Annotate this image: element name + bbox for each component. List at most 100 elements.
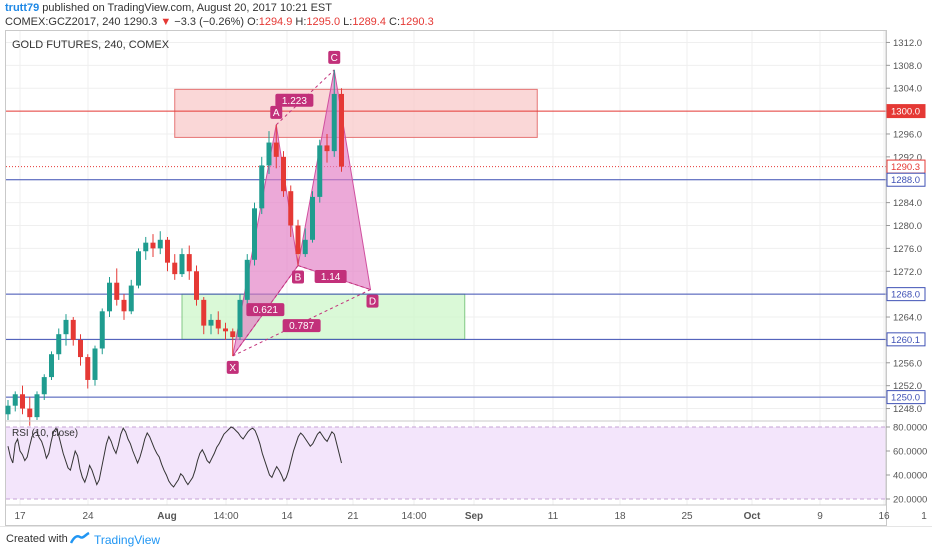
candle-body [107,282,112,312]
rsi-band [6,427,886,499]
candle-body [186,254,192,272]
candle-body [121,299,127,312]
pattern-point-badge [226,360,239,374]
price-tick-label: 1296.0 [893,129,922,140]
price-tick-label: 1272.0 [893,267,922,278]
pattern-point-label: D [369,297,376,308]
time-tick-label: 25 [681,511,693,522]
close-value: 1290.3 [400,16,434,28]
time-tick-label: Sep [465,511,483,522]
candle-body [70,319,76,340]
candle-body [223,328,228,332]
candle-body [85,357,91,380]
price-axis: 1312.0 1308.0 1304.0 1300.0 1296.0 1292.0 1288… [885,31,927,506]
pattern-ratio-badge [282,319,321,333]
time-tick-label: 11 [548,511,559,522]
rsi-title: RSI (10, close) [12,428,78,439]
candle-body [310,196,315,240]
price-label: 1288.0 [891,175,920,186]
high-value: 1295.0 [306,16,341,28]
price-label-badge [886,172,926,187]
candle-body [128,285,134,312]
time-tick-label: 16 [878,511,890,522]
candle-body [273,142,279,157]
price-tick-label: 1248.0 [893,404,922,415]
pattern-point-badge [270,105,283,119]
tradingview-brand[interactable]: TradingView [94,533,161,547]
candle-body [92,348,98,380]
chart-header: trutt79 published on TradingView.com, Au… [0,0,932,30]
pattern-ratio-label: 1.223 [282,96,307,107]
price-chart[interactable]: X A B C D 1.223 0.621 0.787 1.14 1312.0 1308.0 130… [0,0,932,526]
price-tick-label: 1252.0 [893,381,922,392]
pattern-point-badge [292,270,304,284]
low-label: L: [343,16,353,28]
candle-body [324,145,330,152]
price-tick-label: 1312.0 [893,38,922,49]
candle-body [259,165,265,209]
candle-body [339,93,344,167]
candle-body [20,394,25,409]
rsi-tick-label: 40.0000 [893,471,927,482]
time-tick-label: Aug [157,511,176,522]
time-tick-label: 14:00 [213,511,238,522]
candle-body [295,225,301,255]
symbol-text: COMEX:GCZ2017, 240 [5,16,121,28]
price-label-badge [886,287,926,302]
close-label: C: [389,16,401,28]
open-label: O: [247,16,259,28]
open-value: 1294.9 [258,16,293,28]
price-label: 1290.3 [891,162,920,173]
ohlc-line: COMEX:GCZ2017, 240 1290.3 ▼ −3.3 (−0.26%… [5,16,434,28]
chart-title: GOLD FUTURES, 240, COMEX [12,39,170,51]
candle-body [157,239,163,249]
candle-body [34,394,40,418]
candle-body [49,354,54,378]
publish-line: trutt79 published on TradingView.com, Au… [5,2,332,14]
candle-body [99,311,105,349]
candle-body [12,394,18,406]
pattern-point-label: A [273,108,280,119]
pattern-ratio-badge [275,93,314,107]
time-tick-label: 18 [614,511,626,522]
pattern-ratio-xd [232,289,371,357]
time-tick-label: 1 [921,511,927,522]
candle-body [56,334,62,355]
time-tick-label: 9 [817,511,823,522]
tradingview-logo-icon [70,531,90,544]
sell-zone[interactable] [174,88,538,138]
price-label-badge [886,390,926,405]
candle-body [136,251,141,286]
candle-body [266,142,272,166]
candle-body [208,319,214,326]
price-label: 1300.0 [891,107,920,118]
candle-body [317,145,323,197]
candle-body [194,271,199,300]
time-tick-label: 21 [347,511,359,522]
author-link[interactable]: trutt79 [5,2,40,14]
candle-body [114,282,120,300]
last-price: 1290.3 [123,16,158,28]
candle-body [244,259,250,300]
candle-body [179,254,185,275]
down-arrow-icon: ▼ [160,16,172,28]
zones [174,88,538,340]
buy-zone[interactable] [181,293,466,340]
price-tick-label: 1284.0 [893,198,922,209]
time-axis: 17 24 Aug 14:00 14 21 14:00 Sep 11 18 25 Oct 9 16 1 [6,504,927,522]
rsi-tick-label: 60.0000 [893,447,927,458]
pattern-point-label: B [295,273,302,284]
price-tick-label: 1256.0 [893,358,922,369]
rsi-line [7,426,342,488]
candle-body [41,377,47,395]
pattern-ratio-badge [314,269,347,283]
candle-body [165,239,170,263]
price-tick-label: 1280.0 [893,221,922,232]
rsi-tick-label: 80.0000 [893,423,927,434]
pattern-ratio-badge [246,303,285,317]
pattern-point-badge [366,294,379,308]
candle-body [172,262,178,275]
price-tick-label: 1292.0 [893,152,922,163]
time-tick-label: 24 [82,511,94,522]
pattern-point-badge [328,50,341,64]
